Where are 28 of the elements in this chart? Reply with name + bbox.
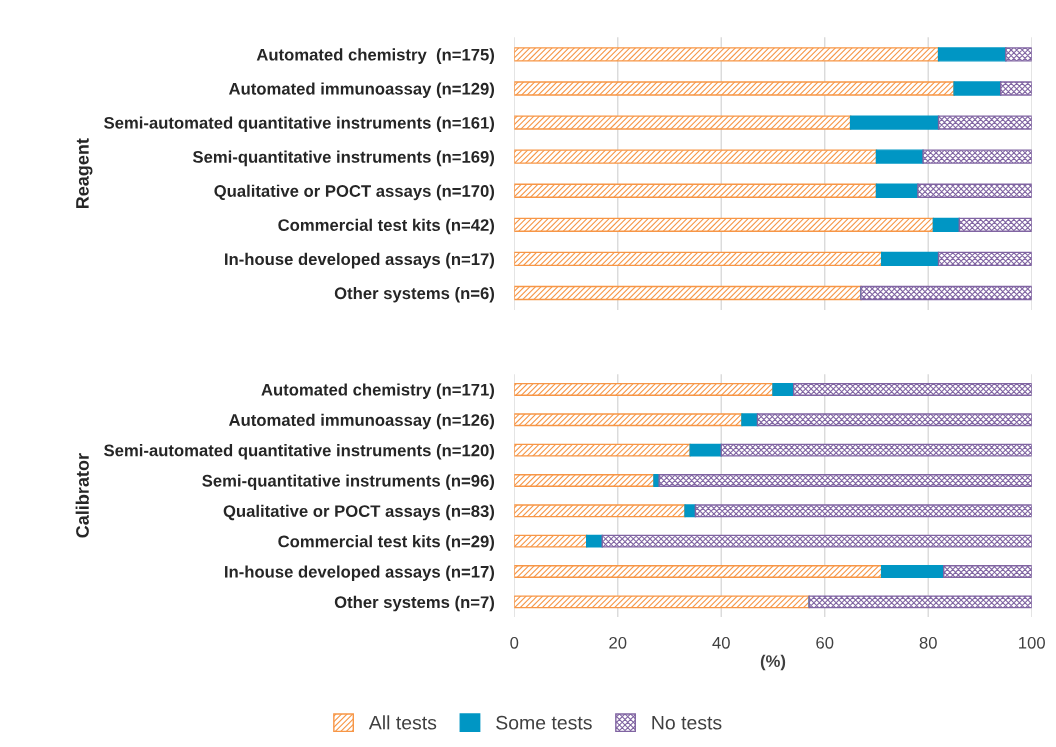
y-tick-label: Semi-quantitative instruments (n=96)	[202, 474, 495, 490]
x-tick-label: 40	[712, 636, 730, 649]
y-tick-label: Semi-automated quantitative instruments (n=120)	[104, 444, 495, 460]
y-tick-label: Qualitative or POCT assays (n=83)	[223, 504, 495, 521]
y-tick-label: Automated chemistry (n=171)	[261, 383, 495, 399]
legend-label: No tests	[652, 715, 722, 730]
x-tick-label: 0	[510, 636, 519, 649]
y-tick-label: Automated chemistry (n=175)	[256, 48, 495, 64]
y-tick-label: Semi-automated quantitative instruments (n=161)	[104, 116, 495, 133]
y-tick-label: Commercial test kits (n=42)	[278, 218, 495, 235]
y-axis-title: Reagent	[76, 138, 93, 209]
y-tick-label: Other systems (n=7)	[334, 595, 495, 612]
y-tick-label: Automated immunoassay (n=126)	[228, 413, 495, 430]
x-tick-label: 100	[1019, 636, 1045, 649]
y-tick-label: In-house developed assays (n=17)	[225, 252, 495, 269]
y-axis-title: Calibrator	[75, 453, 89, 538]
legend-label: All tests	[368, 715, 437, 730]
legend-label: Some tests	[496, 715, 592, 730]
y-tick-label: Automated immunoassay (n=129)	[228, 82, 495, 98]
y-tick-label: Qualitative or POCT assays (n=170)	[214, 184, 495, 201]
y-tick-label: Commercial test kits (n=29)	[278, 535, 495, 551]
x-axis-title: (%)	[760, 654, 786, 671]
y-tick-label: Other systems (n=6)	[334, 286, 495, 303]
x-tick-label: 20	[609, 636, 627, 649]
x-tick-label: 80	[919, 636, 937, 649]
y-tick-label: In-house developed assays (n=17)	[225, 565, 495, 581]
x-tick-label: 60	[816, 636, 834, 649]
y-tick-label: Semi-quantitative instruments (n=169)	[192, 150, 495, 167]
